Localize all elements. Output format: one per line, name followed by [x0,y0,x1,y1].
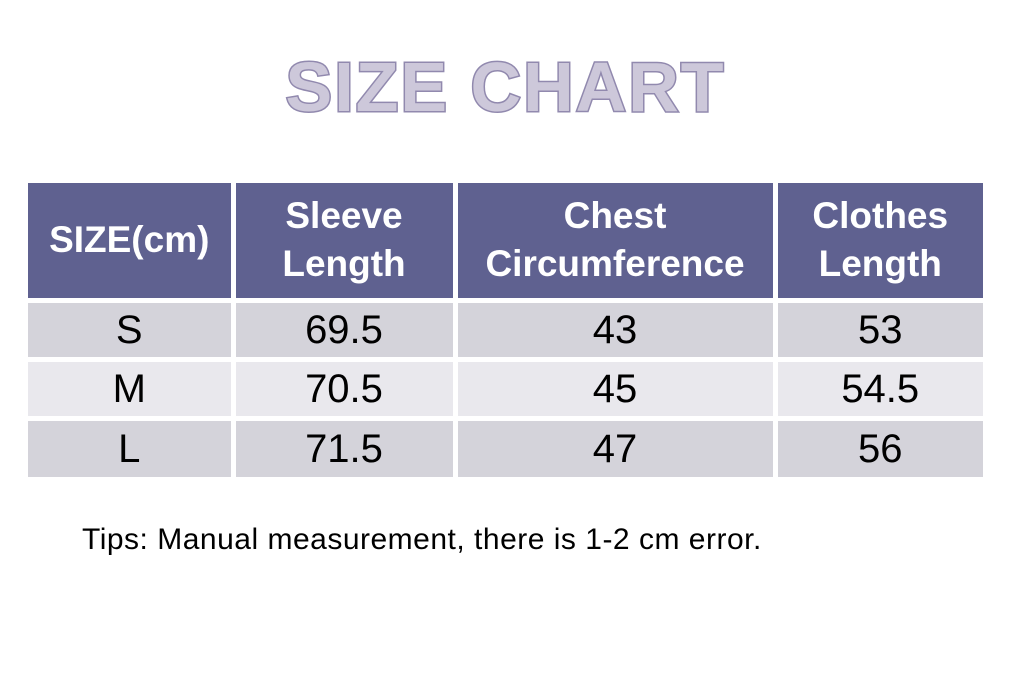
cell-size-label: S [28,297,236,362]
table-row-size-m: M 70.5 45 54.5 [28,356,983,421]
cell-chest-circumference: 45 [452,356,778,421]
header-sleeve-length: Sleeve Length [230,183,458,303]
tips-text: Tips: Manual measurement, there is 1-2 c… [82,523,762,556]
table-row-size-s: S 69.5 43 53 [28,297,983,362]
cell-clothes-length: 54.5 [772,356,983,421]
cell-sleeve-length: 69.5 [230,297,458,362]
cell-clothes-length: 56 [772,415,983,477]
header-clothes-length: Clothes Length [772,183,983,303]
header-size: SIZE(cm) [28,183,236,303]
cell-sleeve-length: 70.5 [230,356,458,421]
cell-clothes-length: 53 [772,297,983,362]
table-row-size-l: L 71.5 47 56 [28,415,983,477]
cell-size-label: M [28,356,236,421]
size-chart-page: SIZE CHART SIZE(cm) Sleeve Length Chest … [0,48,1011,681]
cell-chest-circumference: 47 [452,415,778,477]
cell-chest-circumference: 43 [452,297,778,362]
page-title: SIZE CHART [284,48,726,126]
header-chest-circumference: Chest Circumference [452,183,778,303]
cell-size-label: L [28,415,236,477]
cell-sleeve-length: 71.5 [230,415,458,477]
table-header-row: SIZE(cm) Sleeve Length Chest Circumferen… [28,183,983,303]
size-chart-table: SIZE(cm) Sleeve Length Chest Circumferen… [28,183,983,477]
